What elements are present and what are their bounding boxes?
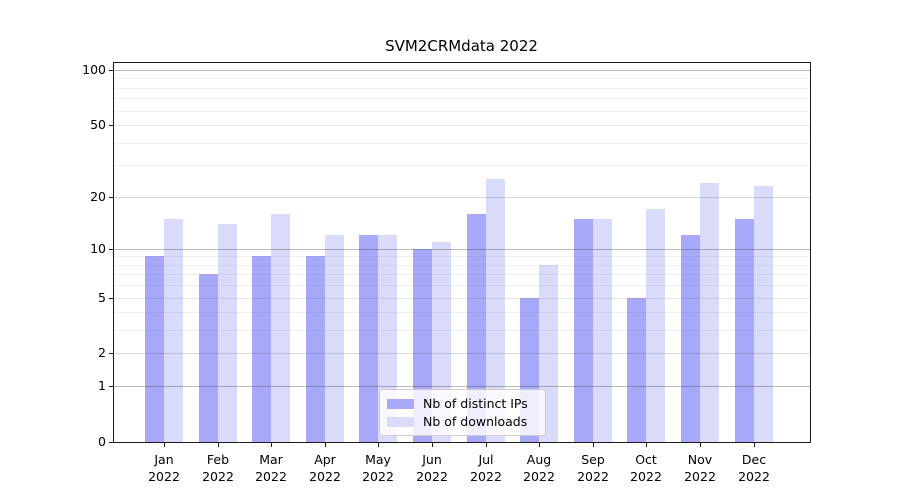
y-tick-1 bbox=[109, 386, 113, 387]
y-tick-label-5: 5 bbox=[98, 290, 106, 305]
gridline-7 bbox=[114, 274, 810, 275]
bar-distinct-ips-oct bbox=[627, 298, 646, 442]
legend: Nb of distinct IPs Nb of downloads bbox=[379, 389, 546, 436]
gridline-8 bbox=[114, 265, 810, 266]
gridline-100 bbox=[114, 70, 810, 71]
gridline-40 bbox=[114, 143, 810, 144]
gridline-70 bbox=[114, 98, 810, 99]
bar-downloads-jan bbox=[164, 219, 183, 442]
gridline-50 bbox=[114, 125, 810, 126]
x-tick-label-jun: Jun 2022 bbox=[416, 452, 448, 484]
gridline-1 bbox=[114, 386, 810, 387]
bar-distinct-ips-jan bbox=[145, 256, 164, 442]
y-tick-50 bbox=[109, 125, 113, 126]
legend-label-downloads: Nb of downloads bbox=[423, 414, 528, 429]
legend-swatch-downloads bbox=[387, 416, 414, 427]
bar-distinct-ips-nov bbox=[681, 235, 700, 442]
x-tick-label-oct: Oct 2022 bbox=[630, 452, 662, 484]
y-tick-label-2: 2 bbox=[98, 345, 106, 360]
x-tick-sep bbox=[593, 443, 594, 447]
y-tick-2 bbox=[109, 353, 113, 354]
bar-distinct-ips-dec bbox=[735, 219, 754, 442]
y-tick-100 bbox=[109, 70, 113, 71]
x-tick-label-nov: Nov 2022 bbox=[684, 452, 716, 484]
x-tick-label-may: May 2022 bbox=[362, 452, 394, 484]
y-tick-10 bbox=[109, 249, 113, 250]
bar-downloads-nov bbox=[700, 183, 719, 442]
y-tick-label-0: 0 bbox=[98, 434, 106, 449]
gridline-2 bbox=[114, 353, 810, 354]
gridline-3 bbox=[114, 330, 810, 331]
x-tick-label-feb: Feb 2022 bbox=[202, 452, 234, 484]
gridline-60 bbox=[114, 111, 810, 112]
x-tick-jan bbox=[164, 443, 165, 447]
y-tick-20 bbox=[109, 197, 113, 198]
bar-downloads-jul bbox=[486, 179, 505, 442]
y-tick-label-20: 20 bbox=[90, 189, 106, 204]
bar-distinct-ips-jul bbox=[467, 214, 486, 442]
gridline-90 bbox=[114, 78, 810, 79]
bar-downloads-dec bbox=[754, 186, 773, 442]
x-tick-mar bbox=[271, 443, 272, 447]
y-tick-label-50: 50 bbox=[90, 117, 106, 132]
gridline-20 bbox=[114, 197, 810, 198]
y-tick-5 bbox=[109, 298, 113, 299]
bar-distinct-ips-sep bbox=[574, 219, 593, 442]
x-tick-jun bbox=[432, 443, 433, 447]
gridline-9 bbox=[114, 256, 810, 257]
gridline-5 bbox=[114, 298, 810, 299]
x-tick-label-jul: Jul 2022 bbox=[470, 452, 502, 484]
x-tick-label-jan: Jan 2022 bbox=[148, 452, 180, 484]
x-tick-feb bbox=[218, 443, 219, 447]
y-tick-label-10: 10 bbox=[90, 241, 106, 256]
legend-item-downloads: Nb of downloads bbox=[387, 414, 537, 429]
gridline-10 bbox=[114, 249, 810, 250]
x-tick-label-aug: Aug 2022 bbox=[523, 452, 555, 484]
x-tick-apr bbox=[325, 443, 326, 447]
x-tick-dec bbox=[754, 443, 755, 447]
gridline-20 bbox=[114, 197, 810, 198]
x-tick-nov bbox=[700, 443, 701, 447]
x-tick-label-sep: Sep 2022 bbox=[577, 452, 609, 484]
bar-downloads-sep bbox=[593, 219, 612, 442]
bar-distinct-ips-apr bbox=[306, 256, 325, 442]
x-tick-label-dec: Dec 2022 bbox=[738, 452, 770, 484]
legend-item-distinct-ips: Nb of distinct IPs bbox=[387, 396, 537, 411]
x-tick-aug bbox=[539, 443, 540, 447]
x-tick-may bbox=[378, 443, 379, 447]
x-tick-label-mar: Mar 2022 bbox=[255, 452, 287, 484]
bar-distinct-ips-mar bbox=[252, 256, 271, 442]
x-tick-oct bbox=[646, 443, 647, 447]
bar-distinct-ips-may bbox=[359, 235, 378, 442]
bar-distinct-ips-feb bbox=[199, 274, 218, 442]
gridline-80 bbox=[114, 88, 810, 89]
bar-downloads-oct bbox=[646, 209, 665, 442]
y-tick-0 bbox=[109, 442, 113, 443]
chart-title: SVM2CRMdata 2022 bbox=[385, 37, 538, 55]
legend-label-distinct-ips: Nb of distinct IPs bbox=[423, 396, 528, 411]
y-tick-label-1: 1 bbox=[98, 378, 106, 393]
legend-swatch-distinct-ips bbox=[387, 398, 414, 409]
y-tick-label-100: 100 bbox=[82, 62, 106, 77]
x-tick-jul bbox=[486, 443, 487, 447]
gridline-4 bbox=[114, 312, 810, 313]
bar-downloads-apr bbox=[325, 235, 344, 442]
bar-downloads-mar bbox=[271, 214, 290, 442]
gridline-6 bbox=[114, 285, 810, 286]
gridline-30 bbox=[114, 165, 810, 166]
bar-downloads-feb bbox=[218, 224, 237, 442]
gridline-2 bbox=[114, 353, 810, 354]
x-tick-label-apr: Apr 2022 bbox=[309, 452, 341, 484]
